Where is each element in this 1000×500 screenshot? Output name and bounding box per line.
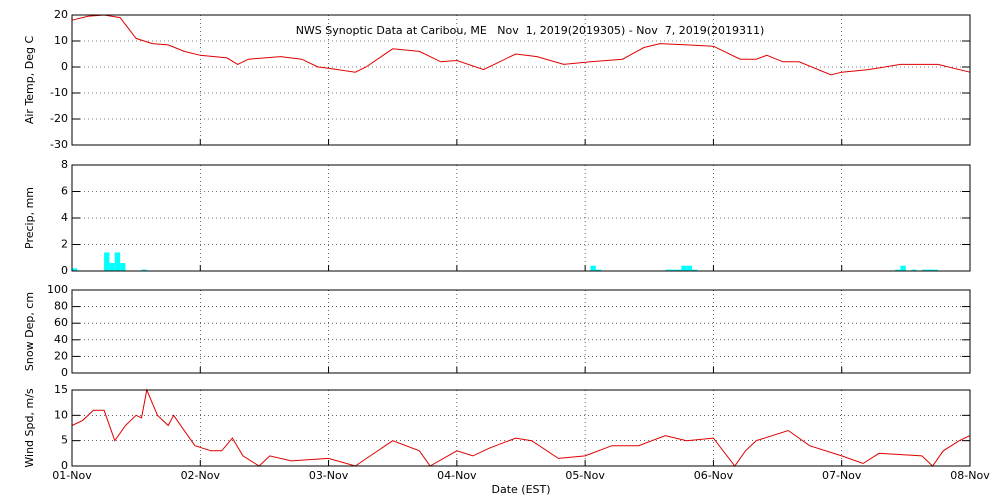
y-tick-label: 8 <box>61 158 68 171</box>
y-tick-label: 10 <box>54 408 68 421</box>
y-axis-label: Air Temp, Deg C <box>23 36 36 125</box>
y-tick-label: 4 <box>61 211 68 224</box>
y-tick-label: 20 <box>54 349 68 362</box>
x-tick-label: 03-Nov <box>309 469 349 482</box>
y-tick-label: 100 <box>47 283 68 296</box>
bar <box>670 269 677 271</box>
y-tick-label: 0 <box>61 459 68 472</box>
y-tick-label: 6 <box>61 185 68 198</box>
y-axis-label: Precip, mm <box>23 187 36 249</box>
y-tick-label: 20 <box>54 8 68 21</box>
bar <box>120 263 126 271</box>
y-axis-label: Snow Dep, cm <box>23 292 36 371</box>
x-tick-label: 08-Nov <box>950 469 990 482</box>
y-tick-label: 40 <box>54 333 68 346</box>
plot-frame <box>71 389 971 467</box>
line <box>71 388 971 467</box>
y-tick-label: -10 <box>50 86 68 99</box>
x-tick-label: 05-Nov <box>565 469 605 482</box>
y-axis-label: Wind Spd, m/s <box>23 388 36 468</box>
bar <box>927 269 933 271</box>
x-tick-label: 04-Nov <box>437 469 477 482</box>
y-tick-label: 15 <box>54 383 68 396</box>
bar <box>692 269 698 271</box>
bar <box>590 265 596 271</box>
bar <box>932 269 938 271</box>
y-tick-label: 80 <box>54 300 68 313</box>
y-tick-label: 5 <box>61 434 68 447</box>
bar <box>109 263 115 271</box>
line <box>71 14 971 76</box>
bar <box>104 252 110 271</box>
plot-frame <box>71 164 971 272</box>
plot-frame <box>71 289 971 374</box>
y-tick-label: 0 <box>61 366 68 379</box>
plot-frame <box>71 14 971 146</box>
x-tick-label: 06-Nov <box>694 469 734 482</box>
bar <box>595 269 602 271</box>
x-tick-label: 02-Nov <box>181 469 221 482</box>
bar <box>676 269 682 271</box>
chart-title: NWS Synoptic Data at Caribou, ME Nov 1, … <box>296 24 765 37</box>
y-tick-label: -20 <box>50 112 68 125</box>
bar <box>72 268 78 271</box>
x-tick-label: 01-Nov <box>52 469 92 482</box>
bar <box>681 265 687 271</box>
x-axis-label: Date (EST) <box>491 483 550 496</box>
x-tick-label: 07-Nov <box>822 469 862 482</box>
bar <box>895 269 901 271</box>
bar <box>686 265 693 271</box>
bar <box>911 269 917 271</box>
bar <box>900 265 906 271</box>
y-tick-label: 0 <box>61 60 68 73</box>
bar <box>114 252 121 271</box>
bar <box>921 269 928 271</box>
bar <box>141 269 147 271</box>
y-tick-label: 2 <box>61 238 68 251</box>
y-tick-label: 10 <box>54 34 68 47</box>
y-tick-label: 0 <box>61 264 68 277</box>
y-tick-label: 60 <box>54 316 68 329</box>
y-tick-label: -30 <box>50 138 68 151</box>
bar <box>665 269 671 271</box>
